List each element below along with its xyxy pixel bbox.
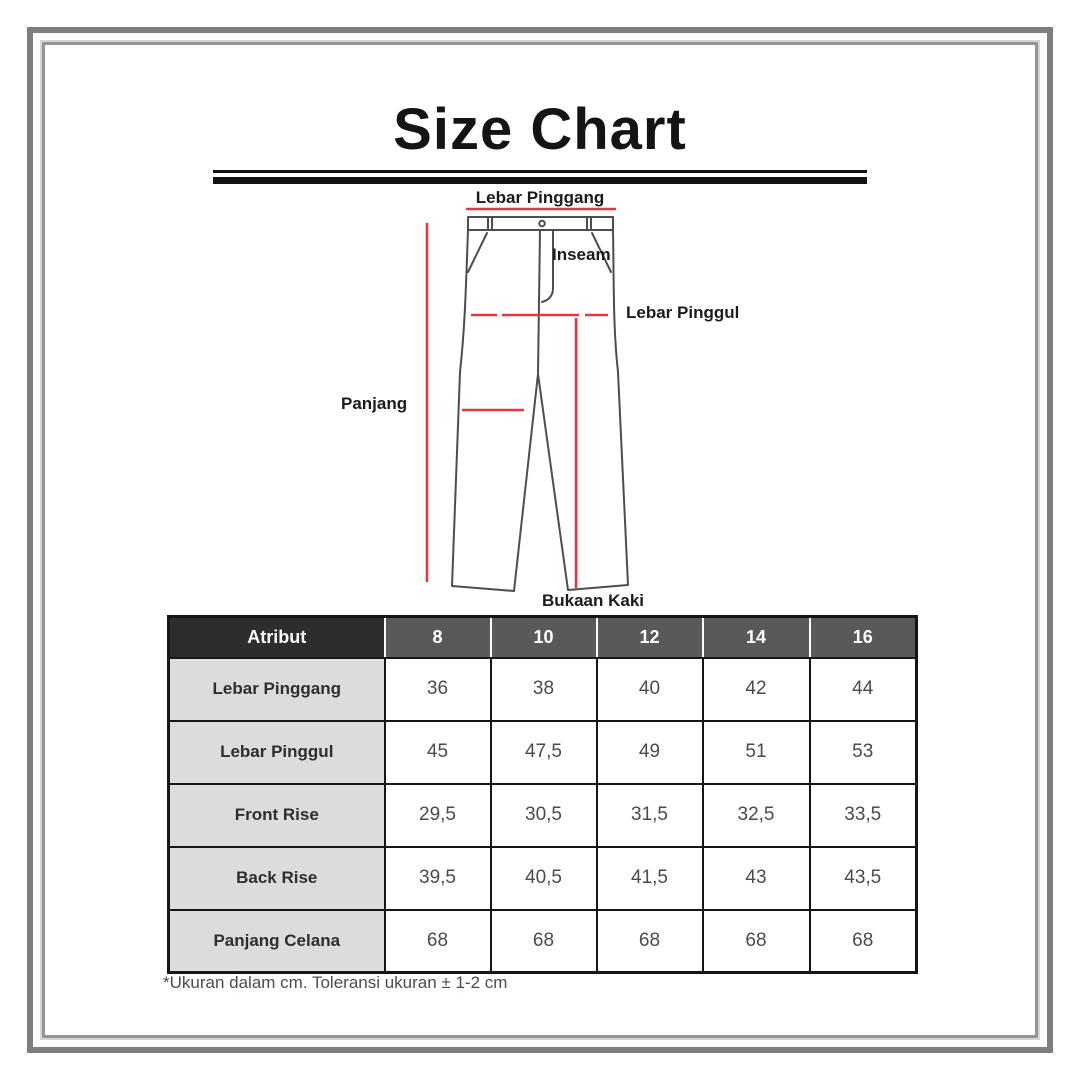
fly-stitch-line (541, 229, 554, 303)
waist-button (538, 219, 546, 228)
size-table: Atribut 8 10 12 14 16 Lebar Pinggang 36 … (167, 615, 918, 974)
value-cell: 31,5 (595, 782, 704, 848)
inseam-label: Inseam (552, 245, 611, 264)
footnote: *Ukuran dalam cm. Toleransi ukuran ± 1-2… (163, 973, 508, 992)
table-row: Panjang Celana 68 68 68 68 68 (167, 908, 918, 974)
hip-label: Lebar Pinggul (626, 303, 740, 322)
pocket-line-left (467, 232, 488, 273)
row-label-cell: Back Rise (167, 845, 386, 911)
value-cell: 68 (595, 908, 704, 974)
size-header-cell: 14 (701, 615, 811, 659)
value-cell: 39,5 (383, 845, 492, 911)
page-title: Size Chart (393, 97, 687, 162)
value-cell: 43 (701, 845, 811, 911)
value-cell: 40 (595, 656, 704, 722)
attribute-header-cell: Atribut (167, 615, 386, 659)
value-cell: 51 (701, 719, 811, 785)
value-cell: 45 (383, 719, 492, 785)
row-label-cell: Panjang Celana (167, 908, 386, 974)
pocket-line-right (591, 232, 612, 273)
value-cell: 42 (701, 656, 811, 722)
value-cell: 47,5 (489, 719, 598, 785)
size-header-cell: 16 (808, 615, 918, 659)
value-cell: 30,5 (489, 782, 598, 848)
length-label: Panjang (341, 394, 408, 413)
value-cell: 44 (808, 656, 918, 722)
fly-center-line (537, 229, 541, 375)
value-cell: 41,5 (595, 845, 704, 911)
value-cell: 68 (383, 908, 492, 974)
value-cell: 68 (808, 908, 918, 974)
row-label-cell: Lebar Pinggang (167, 656, 386, 722)
belt-loop-right (586, 216, 592, 231)
pants-diagram (425, 207, 629, 592)
size-header-cell: 12 (595, 615, 704, 659)
value-cell: 40,5 (489, 845, 598, 911)
row-label-cell: Lebar Pinggul (167, 719, 386, 785)
value-cell: 38 (489, 656, 598, 722)
value-cell: 68 (489, 908, 598, 974)
value-cell: 32,5 (701, 782, 811, 848)
row-label-cell: Front Rise (167, 782, 386, 848)
value-cell: 36 (383, 656, 492, 722)
title-divider-thin (213, 170, 867, 173)
size-header-cell: 10 (489, 615, 598, 659)
value-cell: 68 (701, 908, 811, 974)
waist-label: Lebar Pinggang (475, 188, 605, 207)
size-header-cell: 8 (383, 615, 492, 659)
value-cell: 49 (595, 719, 704, 785)
pants-body-outline (451, 229, 629, 592)
belt-loop-left (487, 216, 493, 231)
value-cell: 43,5 (808, 845, 918, 911)
table-row: Back Rise 39,5 40,5 41,5 43 43,5 (167, 845, 918, 911)
table-row: Lebar Pinggang 36 38 40 42 44 (167, 656, 918, 722)
table-header-row: Atribut 8 10 12 14 16 (167, 615, 918, 659)
title-divider-thick (213, 177, 867, 184)
table-row: Lebar Pinggul 45 47,5 49 51 53 (167, 719, 918, 785)
table-row: Front Rise 29,5 30,5 31,5 32,5 33,5 (167, 782, 918, 848)
value-cell: 33,5 (808, 782, 918, 848)
leg-opening-label: Bukaan Kaki (541, 591, 645, 610)
value-cell: 29,5 (383, 782, 492, 848)
value-cell: 53 (808, 719, 918, 785)
